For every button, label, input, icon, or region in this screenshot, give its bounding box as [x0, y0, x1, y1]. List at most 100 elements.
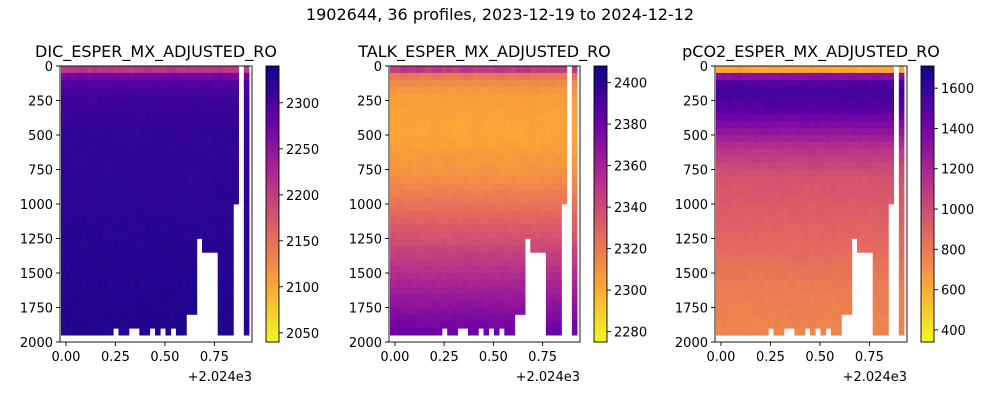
- heatmap-cell: [76, 169, 83, 177]
- heatmap-cell: [87, 286, 93, 295]
- heatmap-cell: [87, 328, 93, 336]
- heatmap-cell: [155, 217, 161, 226]
- heatmap-cell: [118, 286, 125, 295]
- heatmap-cell: [571, 190, 578, 198]
- heatmap-cell: [846, 128, 853, 136]
- heatmap-cell: [530, 79, 536, 88]
- heatmap-cell: [165, 273, 172, 281]
- heatmap-cell: [457, 245, 464, 253]
- heatmap-cell: [71, 231, 78, 239]
- heatmap-cell: [160, 148, 166, 157]
- heatmap-cell: [830, 307, 837, 315]
- heatmap-cell: [165, 307, 172, 315]
- heatmap-cell: [742, 300, 748, 308]
- heatmap-cell: [113, 314, 119, 322]
- heatmap-cell: [810, 190, 816, 198]
- heatmap-cell: [545, 162, 552, 170]
- heatmap-cell: [757, 79, 764, 88]
- heatmap-cell: [872, 72, 879, 81]
- heatmap-cell: [872, 204, 879, 212]
- heatmap-cell: [530, 204, 536, 212]
- heatmap-cell: [867, 148, 874, 157]
- heatmap-cell: [509, 273, 516, 281]
- heatmap-cell: [736, 204, 743, 212]
- heatmap-cell: [556, 183, 562, 191]
- heatmap-cell: [830, 259, 837, 267]
- heatmap-cell: [721, 266, 727, 274]
- heatmap-cell: [571, 79, 578, 88]
- heatmap-cell: [467, 204, 474, 212]
- heatmap-cell: [186, 155, 192, 163]
- heatmap-cell: [473, 238, 479, 246]
- heatmap-cell: [493, 273, 500, 281]
- heatmap-cell: [488, 141, 495, 150]
- heatmap-cell: [530, 245, 536, 253]
- y-tick-label: 1750: [349, 302, 382, 317]
- heatmap-cell: [768, 190, 774, 198]
- heatmap-cell: [118, 72, 125, 81]
- heatmap-cell: [551, 252, 557, 260]
- heatmap-cell: [483, 307, 490, 315]
- heatmap-cell: [149, 314, 156, 322]
- heatmap-cell: [128, 169, 135, 177]
- heatmap-cell: [160, 259, 166, 267]
- heatmap-cell: [757, 307, 764, 315]
- heatmap-cell: [504, 204, 510, 212]
- heatmap-cell: [421, 107, 427, 115]
- heatmap-cell: [436, 183, 443, 191]
- heatmap-cell: [857, 141, 863, 150]
- heatmap-cell: [92, 162, 98, 170]
- heatmap-cell: [768, 148, 774, 157]
- heatmap-cell: [186, 252, 192, 260]
- heatmap-cell: [898, 245, 905, 253]
- heatmap-cell: [747, 307, 753, 315]
- heatmap-cell: [76, 121, 83, 129]
- heatmap-cell: [165, 300, 172, 308]
- heatmap-cell: [170, 231, 177, 239]
- heatmap-cell: [862, 162, 868, 170]
- heatmap-cell: [509, 107, 516, 115]
- heatmap-cell: [395, 107, 401, 115]
- heatmap-cell: [836, 100, 842, 108]
- heatmap-cell: [452, 86, 458, 94]
- heatmap-cell: [898, 238, 905, 246]
- heatmap-cell: [525, 66, 531, 74]
- heatmap-cell: [128, 107, 135, 115]
- heatmap-cell: [830, 224, 837, 232]
- heatmap-cell: [191, 162, 198, 170]
- heatmap-cell: [181, 155, 187, 163]
- heatmap-cell: [825, 197, 832, 205]
- heatmap-cell: [473, 293, 479, 301]
- heatmap-cell: [483, 197, 490, 205]
- heatmap-cell: [504, 66, 510, 74]
- heatmap-cell: [773, 148, 780, 157]
- heatmap-cell: [421, 183, 427, 191]
- heatmap-cell: [155, 114, 161, 122]
- heatmap-cell: [108, 121, 114, 129]
- heatmap-cells: [389, 66, 578, 336]
- heatmap-cell: [207, 114, 213, 122]
- heatmap-cell: [556, 155, 562, 163]
- heatmap-cell: [556, 231, 562, 239]
- heatmap-cell: [76, 66, 83, 74]
- heatmap-cell: [233, 155, 239, 163]
- heatmap-cell: [186, 266, 192, 274]
- heatmap-cell: [426, 169, 432, 177]
- heatmap-cell: [825, 141, 832, 150]
- heatmap-cell: [389, 141, 396, 150]
- heatmap-cell: [778, 190, 785, 198]
- heatmap-cell: [815, 79, 821, 88]
- heatmap-cell: [160, 141, 166, 150]
- colorbar-tick-label: 1400: [941, 122, 974, 137]
- heatmap-cell: [457, 135, 464, 143]
- heatmap-cell: [478, 148, 484, 157]
- heatmap-cell: [778, 238, 785, 246]
- heatmap-cell: [551, 176, 557, 184]
- heatmap-cell: [877, 162, 884, 170]
- heatmap-cell: [92, 293, 98, 301]
- heatmap-cell: [551, 107, 557, 115]
- heatmap-cell: [389, 128, 396, 136]
- heatmap-cell: [123, 307, 130, 315]
- heatmap-cell: [763, 238, 769, 246]
